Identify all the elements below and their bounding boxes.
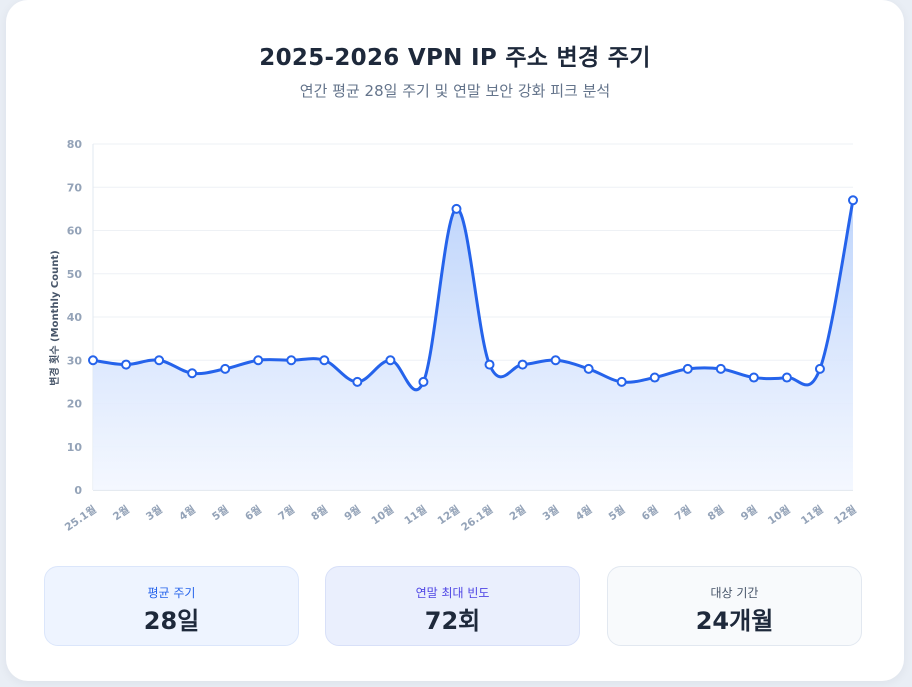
y-tick-label: 40 bbox=[67, 311, 83, 324]
y-tick-label: 70 bbox=[67, 181, 83, 194]
x-tick-label: 5월 bbox=[606, 503, 627, 523]
data-point[interactable] bbox=[682, 363, 693, 374]
x-tick-label: 3월 bbox=[143, 503, 164, 523]
x-tick-label: 2월 bbox=[507, 503, 528, 523]
area-path bbox=[93, 200, 853, 490]
data-point[interactable] bbox=[748, 372, 759, 383]
data-point[interactable] bbox=[451, 203, 462, 214]
y-tick-label: 50 bbox=[67, 268, 83, 281]
data-point[interactable] bbox=[616, 376, 627, 387]
x-tick-label: 9월 bbox=[738, 503, 759, 523]
x-tick-label: 25.1월 bbox=[62, 503, 99, 534]
x-tick-label: 6월 bbox=[243, 503, 264, 523]
data-point[interactable] bbox=[484, 359, 495, 370]
stat-value: 28일 bbox=[143, 607, 200, 635]
y-tick-label: 0 bbox=[74, 484, 82, 497]
data-point[interactable] bbox=[385, 355, 396, 366]
y-axis-title: 변경 횟수 (Monthly Count) bbox=[48, 250, 61, 385]
y-tick-label: 30 bbox=[67, 354, 83, 367]
data-point[interactable] bbox=[814, 363, 825, 374]
x-tick-label: 3월 bbox=[540, 503, 561, 523]
data-point[interactable] bbox=[187, 368, 198, 379]
stat-card-average-cycle: 평균 주기 28일 bbox=[44, 566, 299, 646]
x-tick-label: 4월 bbox=[176, 503, 197, 523]
x-tick-label: 5월 bbox=[210, 503, 231, 523]
stat-label: 연말 최대 빈도 bbox=[415, 586, 490, 600]
y-tick-label: 80 bbox=[67, 138, 83, 151]
data-point[interactable] bbox=[319, 355, 330, 366]
stat-value: 24개월 bbox=[695, 607, 774, 635]
data-point[interactable] bbox=[848, 195, 858, 206]
data-point[interactable] bbox=[418, 376, 429, 387]
y-tick-label: 60 bbox=[67, 225, 83, 238]
x-tick-label: 8월 bbox=[309, 503, 330, 523]
x-tick-label: 8월 bbox=[705, 503, 726, 523]
data-point[interactable] bbox=[253, 355, 264, 366]
x-tick-label: 2월 bbox=[110, 503, 131, 523]
x-tick-label: 10월 bbox=[765, 503, 792, 528]
x-tick-label: 9월 bbox=[342, 503, 363, 523]
data-point[interactable] bbox=[286, 355, 297, 366]
x-tick-label: 4월 bbox=[573, 503, 594, 523]
x-tick-label: 11월 bbox=[798, 503, 825, 528]
x-tick-label: 10월 bbox=[369, 503, 396, 528]
stat-card-period: 대상 기간 24개월 bbox=[607, 566, 862, 646]
x-tick-label: 12월 bbox=[831, 503, 858, 528]
x-tick-label: 7월 bbox=[276, 503, 297, 523]
y-tick-label: 20 bbox=[67, 398, 83, 411]
data-point[interactable] bbox=[781, 372, 792, 383]
data-point[interactable] bbox=[352, 376, 363, 387]
data-point[interactable] bbox=[220, 363, 231, 374]
data-point[interactable] bbox=[121, 359, 132, 370]
data-point[interactable] bbox=[649, 372, 660, 383]
data-point[interactable] bbox=[154, 355, 165, 366]
x-tick-label: 6월 bbox=[639, 503, 660, 523]
stat-label: 대상 기간 bbox=[710, 586, 759, 600]
stat-card-peak-frequency: 연말 최대 빈도 72회 bbox=[325, 566, 580, 646]
data-points bbox=[88, 195, 858, 387]
stat-label: 평균 주기 bbox=[147, 586, 196, 600]
x-tick-label: 26.1월 bbox=[459, 503, 496, 534]
chart-subtitle: 연간 평균 28일 주기 및 연말 보안 강화 피크 분석 bbox=[299, 82, 611, 100]
chart-title: 2025-2026 VPN IP 주소 변경 주기 bbox=[259, 45, 651, 71]
data-point[interactable] bbox=[88, 355, 98, 366]
stat-value: 72회 bbox=[424, 607, 481, 635]
y-tick-label: 10 bbox=[67, 441, 83, 454]
data-point[interactable] bbox=[583, 363, 594, 374]
area-fill bbox=[93, 200, 853, 490]
data-point[interactable] bbox=[550, 355, 561, 366]
x-tick-label: 7월 bbox=[672, 503, 693, 523]
data-point[interactable] bbox=[715, 363, 726, 374]
data-point[interactable] bbox=[517, 359, 528, 370]
x-tick-label: 11월 bbox=[402, 503, 429, 528]
chart-canvas: 0 10 20 30 40 50 60 70 80 변경 횟수 (Monthly Count) 25… bbox=[48, 138, 859, 534]
